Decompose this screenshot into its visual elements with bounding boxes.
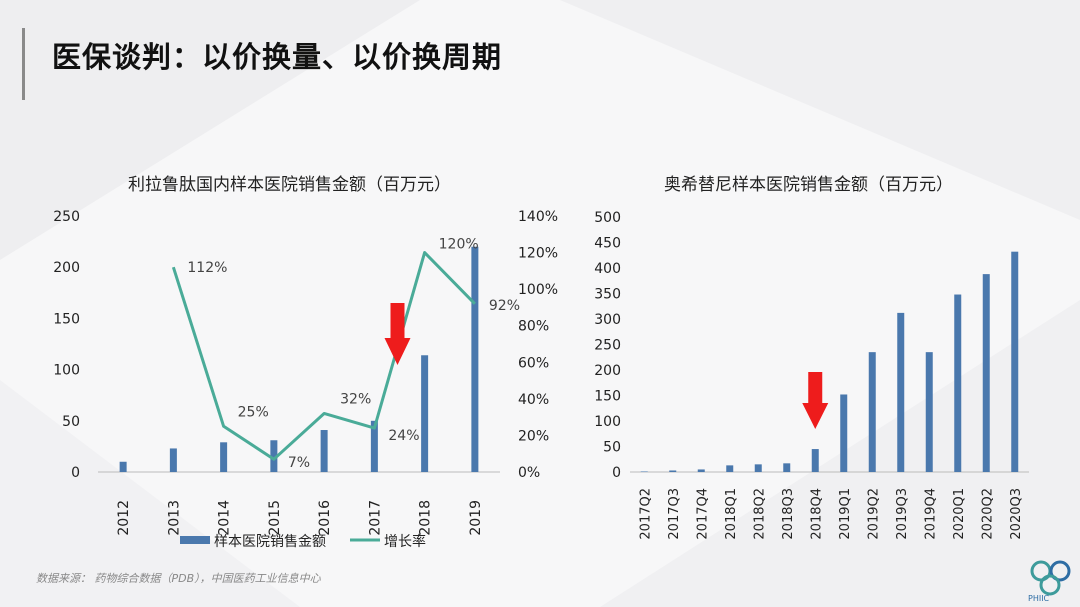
y-right-tick-label: 80%	[518, 319, 549, 335]
bar-2012	[119, 461, 127, 472]
y-right-tick-label: 0%	[518, 465, 540, 481]
x-tick-label: 2019Q3	[895, 488, 910, 540]
y-right-tick-label: 40%	[518, 392, 549, 408]
x-tick-label: 2019Q2	[866, 488, 881, 540]
bar-2019Q4	[925, 352, 933, 472]
legend-bar-swatch	[180, 536, 210, 544]
y-left-tick-label: 200	[53, 260, 80, 276]
x-tick-label: 2017Q2	[638, 488, 653, 540]
bar-2019Q1	[840, 394, 848, 472]
bar-2019Q2	[868, 352, 876, 472]
y-left-tick-label: 250	[53, 209, 80, 225]
growth-rate-line	[171, 251, 476, 461]
bar-2014	[220, 442, 228, 472]
x-tick-label: 2018Q2	[752, 488, 767, 540]
legend-line-label: 增长率	[384, 533, 426, 550]
bar-2020Q3	[1011, 251, 1019, 472]
y-tick-label: 450	[594, 236, 621, 252]
bar-2020Q1	[954, 294, 962, 472]
growth-label: 25%	[238, 404, 269, 420]
x-tick-label: 2019	[468, 500, 484, 536]
growth-label: 32%	[340, 391, 371, 407]
bar-2017	[370, 420, 378, 472]
y-tick-label: 200	[594, 363, 621, 379]
x-tick-label: 2018Q3	[781, 488, 796, 540]
x-tick-label: 2017	[367, 500, 383, 536]
y-tick-label: 250	[594, 338, 621, 354]
x-tick-label: 2014	[217, 500, 233, 536]
growth-label: 112%	[187, 260, 227, 276]
y-right-tick-label: 140%	[518, 209, 558, 225]
bar-2019	[471, 246, 479, 472]
legend-bar-label: 样本医院销售金额	[214, 534, 326, 550]
y-left-tick-label: 0	[71, 465, 80, 481]
bar-2020Q2	[982, 274, 990, 472]
growth-label: 92%	[489, 298, 520, 314]
y-tick-label: 350	[594, 287, 621, 303]
x-tick-label: 2018Q1	[724, 488, 739, 540]
x-tick-label: 2018	[418, 500, 434, 536]
y-tick-label: 100	[594, 414, 621, 430]
x-tick-label: 2020Q2	[980, 488, 995, 540]
x-tick-label: 2020Q1	[952, 488, 967, 540]
x-tick-label: 2019Q4	[923, 488, 938, 540]
bar-2018Q3	[783, 463, 791, 472]
bar-2018Q4	[811, 449, 819, 472]
red-arrow-icon	[384, 303, 411, 365]
phiic-logo: PHIIC	[1028, 560, 1071, 603]
y-right-tick-label: 60%	[518, 355, 549, 371]
y-tick-label: 0	[612, 465, 621, 481]
bar-2013	[169, 448, 177, 472]
y-tick-label: 300	[594, 312, 621, 328]
y-right-tick-label: 20%	[518, 428, 549, 444]
y-tick-label: 50	[603, 440, 621, 456]
bar-2017Q2	[640, 471, 648, 472]
y-tick-label: 150	[594, 389, 621, 405]
x-tick-label: 2013	[166, 500, 182, 536]
red-arrow-icon	[802, 372, 829, 429]
bar-2017Q3	[669, 470, 677, 472]
x-tick-label: 2017Q3	[667, 488, 682, 540]
bar-2015	[270, 440, 278, 472]
y-left-tick-label: 50	[62, 414, 80, 430]
page-title: 医保谈判：以价换量、以价换周期	[52, 40, 503, 74]
source-note: 数据来源： 药物综合数据（PDB），中国医药工业信息中心	[36, 572, 321, 585]
bar-2018	[421, 355, 429, 472]
y-left-tick-label: 100	[53, 363, 80, 379]
bar-2018Q2	[754, 464, 762, 472]
chart-1-liraglutide: 0 50 100 150 200 250 0% 20% 40% 60% 80% 100% 120% 140…	[53, 209, 558, 550]
y-tick-label: 500	[594, 210, 621, 226]
x-tick-label: 2018Q4	[809, 488, 824, 540]
title-accent-bar	[22, 28, 25, 100]
x-tick-label: 2020Q3	[1009, 488, 1024, 540]
y-right-tick-label: 120%	[518, 246, 558, 262]
bar-2016	[320, 430, 328, 472]
growth-label: 24%	[388, 428, 419, 444]
chart-2-osimertinib: 0 50 100 150 200 250 300 350 400 450 500 2017Q2 2017…	[594, 210, 1029, 540]
chart-1-title: 利拉鲁肽国内样本医院销售金额（百万元）	[128, 175, 451, 195]
logo-text: PHIIC	[1028, 594, 1050, 603]
bar-2019Q3	[897, 312, 905, 472]
bar-2017Q4	[697, 469, 705, 472]
growth-label: 7%	[288, 455, 310, 471]
x-tick-label: 2017Q4	[695, 488, 710, 540]
x-tick-label: 2012	[116, 500, 132, 536]
x-tick-label: 2019Q1	[838, 488, 853, 540]
y-left-tick-label: 150	[53, 311, 80, 327]
chart-2-title: 奥希替尼样本医院销售金额（百万元）	[664, 175, 953, 195]
y-tick-label: 400	[594, 261, 621, 277]
growth-label: 120%	[439, 237, 479, 253]
x-tick-label: 2016	[317, 500, 333, 536]
y-right-tick-label: 100%	[518, 282, 558, 298]
x-tick-label: 2015	[267, 500, 283, 536]
bar-2018Q1	[726, 465, 734, 472]
